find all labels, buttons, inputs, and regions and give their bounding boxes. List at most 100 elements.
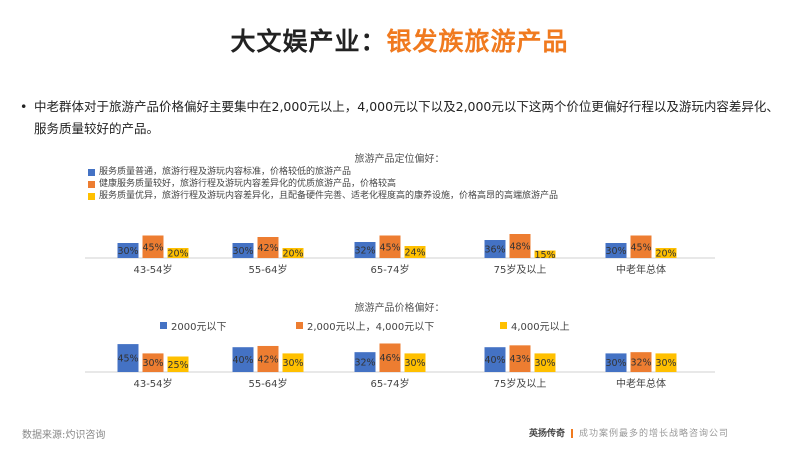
brand-name: 英扬传奇: [528, 429, 565, 439]
legend-label: 服务质量优异，旅游行程及游玩内容差异化，且配备硬件完善、适老化程度高的康养设施，…: [99, 191, 559, 201]
data-label: 36%: [484, 245, 505, 256]
brand-slogan: 成功案例最多的增长战略咨询公司: [578, 429, 729, 439]
data-label: 32%: [354, 358, 375, 369]
bullet-dot: •: [20, 99, 28, 114]
bar: [655, 353, 677, 372]
data-label: 30%: [282, 358, 303, 369]
data-label: 30%: [605, 358, 626, 369]
data-label: 45%: [379, 242, 400, 253]
bar: [404, 246, 426, 258]
chart1-plot: 30% 45% 20% 43-54岁 30% 42% 20% 55-64岁 32% 45% 24% 6…: [85, 234, 715, 276]
bar: [232, 347, 254, 372]
category-label: 65-74岁: [370, 377, 409, 390]
bar: [484, 240, 506, 258]
bar: [655, 248, 677, 258]
data-label: 15%: [534, 250, 555, 261]
category-label: 75岁及以上: [494, 263, 547, 276]
category-label: 65-74岁: [370, 263, 409, 276]
legend-item: 服务质量普通，旅游行程及游玩内容标准，价格较低的旅游产品: [88, 166, 558, 178]
bar: [117, 243, 139, 258]
bullet-text: 中老群体对于旅游产品价格偏好主要集中在2,000元以上，4,000元以下以及2,…: [34, 99, 779, 136]
legend-swatch: [88, 192, 95, 200]
legend-swatch: [296, 322, 303, 329]
bar: [630, 235, 652, 258]
legend-item: 2,000元以上，4,000元以下: [296, 318, 434, 333]
legend-item: 健康服务质量较好，旅游行程及游玩内容差异化的优质旅游产品，价格较高: [88, 178, 558, 190]
bar: [379, 235, 401, 258]
bar: [605, 353, 627, 372]
bar: [257, 237, 279, 258]
bar: [167, 248, 189, 258]
data-label: 20%: [282, 249, 303, 260]
bar: [379, 343, 401, 372]
bar: [534, 250, 556, 258]
data-label: 20%: [655, 249, 676, 260]
legend-label: 2,000元以上，4,000元以下: [307, 322, 435, 333]
bar: [282, 353, 304, 372]
legend-swatch: [160, 322, 167, 329]
bar: [167, 356, 189, 372]
data-label: 25%: [167, 360, 188, 371]
category-label: 中老年总体: [616, 263, 666, 276]
legend-label: 4,000元以上: [511, 322, 570, 333]
bar: [282, 248, 304, 258]
data-label: 48%: [509, 242, 530, 253]
bar: [484, 347, 506, 372]
bar: [605, 243, 627, 258]
data-label: 20%: [167, 249, 188, 260]
chart1-title: 旅游产品定位偏好：: [354, 154, 445, 165]
data-label: 30%: [117, 246, 138, 257]
legend-item: 2000元以下: [160, 318, 226, 333]
category-label: 43-54岁: [133, 377, 172, 390]
title-main: 大文娱产业：: [230, 27, 387, 56]
data-label: 30%: [142, 358, 163, 369]
bar: [142, 353, 164, 372]
bar: [142, 235, 164, 258]
legend-swatch: [88, 180, 95, 188]
bar: [354, 242, 376, 258]
legend-label: 2000元以下: [171, 322, 227, 333]
data-label: 32%: [354, 246, 375, 257]
data-label: 30%: [232, 246, 253, 257]
data-label: 42%: [257, 354, 278, 365]
data-source: 数据来源:灼识咨询: [22, 430, 106, 441]
category-label: 43-54岁: [133, 263, 172, 276]
chart1-legend: 服务质量普通，旅游行程及游玩内容标准，价格较低的旅游产品 健康服务质量较好，旅游…: [88, 166, 558, 202]
legend-label: 健康服务质量较好，旅游行程及游玩内容差异化的优质旅游产品，价格较高: [99, 179, 397, 189]
brand-divider: [570, 429, 573, 438]
bar: [534, 353, 556, 372]
data-label: 42%: [257, 243, 278, 254]
data-label: 45%: [142, 242, 163, 253]
category-label: 55-64岁: [248, 263, 287, 276]
data-label: 30%: [534, 358, 555, 369]
category-label: 75岁及以上: [494, 377, 547, 390]
data-label: 30%: [605, 246, 626, 257]
data-label: 40%: [484, 355, 505, 366]
bar: [509, 345, 531, 372]
category-label: 中老年总体: [616, 377, 666, 390]
data-label: 43%: [509, 354, 530, 365]
bar: [630, 352, 652, 372]
data-label: 45%: [117, 354, 138, 365]
legend-item: 服务质量优异，旅游行程及游玩内容差异化，且配备硬件完善、适老化程度高的康养设施，…: [88, 190, 558, 202]
data-label: 40%: [232, 355, 253, 366]
data-label: 30%: [655, 358, 676, 369]
bar: [404, 353, 426, 372]
data-label: 32%: [630, 358, 651, 369]
category-label: 55-64岁: [248, 377, 287, 390]
bullet-point: • 中老群体对于旅游产品价格偏好主要集中在2,000元以上，4,000元以下以及…: [20, 96, 780, 140]
bar: [509, 234, 531, 258]
legend-item: 4,000元以上: [500, 318, 570, 333]
slide-title: 大文娱产业：银发族旅游产品: [0, 22, 799, 58]
chart2-plot: 45% 30% 25% 43-54岁 40% 42% 30% 55-64岁 32% 46% 30% 6…: [85, 343, 715, 390]
legend-label: 服务质量普通，旅游行程及游玩内容标准，价格较低的旅游产品: [99, 167, 352, 177]
bar: [257, 345, 279, 372]
brand-footer: 英扬传奇 成功案例最多的增长战略咨询公司: [529, 426, 729, 439]
title-accent: 银发族旅游产品: [386, 27, 569, 56]
bar: [232, 243, 254, 258]
data-label: 46%: [379, 353, 400, 364]
bar: [354, 352, 376, 372]
data-label: 45%: [630, 242, 651, 253]
legend-swatch: [500, 322, 507, 329]
legend-swatch: [88, 168, 95, 176]
